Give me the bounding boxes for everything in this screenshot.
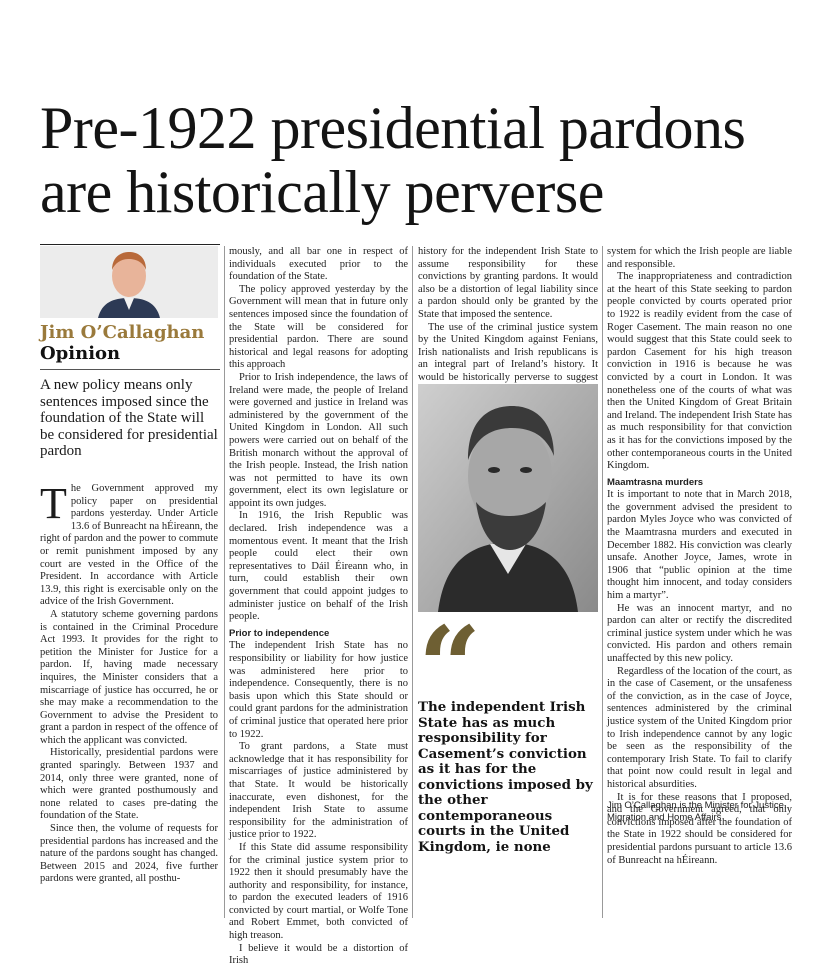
roger-casement-portrait-icon: [418, 384, 598, 612]
paragraph: It is important to note that in March 20…: [607, 489, 792, 602]
paragraph: The policy approved yesterday by the Gov…: [229, 283, 408, 371]
paragraph: Since then, the volume of requests for p…: [40, 823, 218, 885]
paragraph: A statutory scheme governing pardons is …: [40, 608, 218, 746]
subheading: Maamtrasna murders: [607, 476, 704, 488]
author-name: Jim O’Callaghan: [40, 322, 205, 343]
drop-cap: T: [40, 479, 67, 528]
standfirst: A new policy means only sentences impose…: [40, 377, 218, 459]
pull-quote: The independent Irish State has as much …: [418, 699, 593, 855]
paragraph: Historically, presidential pardons were …: [40, 747, 218, 822]
paragraph: mously, and all bar one in respect of in…: [229, 246, 408, 283]
article-column-3: history for the independent Irish State …: [418, 246, 598, 397]
column-divider-3: [602, 246, 603, 918]
paragraph: Prior to Irish independence, the laws of…: [229, 371, 408, 509]
paragraph: In 1916, the Irish Republic was declared…: [229, 510, 408, 623]
article-column-2: mously, and all bar one in respect of in…: [229, 246, 408, 968]
paragraph: history for the independent Irish State …: [418, 246, 598, 320]
author-bio-note: Jim O’Callaghan is the Minister for Just…: [607, 800, 787, 823]
quote-mark-icon: “: [418, 602, 482, 731]
author-photo: [40, 246, 218, 318]
section-label: Opinion: [40, 343, 121, 364]
subheading: Prior to independence: [229, 627, 330, 639]
paragraph: He was an innocent martyr, and no pardon…: [607, 602, 792, 664]
standfirst-rule: [40, 369, 220, 370]
paragraph: It is for these reasons that I proposed,…: [607, 791, 792, 866]
column-divider-2: [412, 246, 413, 918]
paragraph: system for which the Irish people are li…: [607, 246, 792, 270]
paragraph: Regardless of the location of the court,…: [607, 665, 792, 790]
headline: Pre-1922 presidential pardons are histor…: [40, 95, 746, 225]
paragraph: If this State did assume responsibility …: [229, 841, 408, 942]
main-photo: [418, 384, 598, 612]
paragraph: I believe it would be a distortion of Ir…: [229, 942, 408, 967]
paragraph: To grant pardons, a State must acknowled…: [229, 741, 408, 841]
column-divider-1: [224, 246, 225, 918]
paragraph: The inappropriateness and contradiction …: [607, 271, 792, 472]
paragraph: The independent Irish State has no respo…: [229, 640, 408, 740]
author-portrait-icon: [40, 246, 218, 318]
headline-top-rule: [40, 244, 220, 245]
article-column-4: system for which the Irish people are li…: [607, 246, 792, 867]
